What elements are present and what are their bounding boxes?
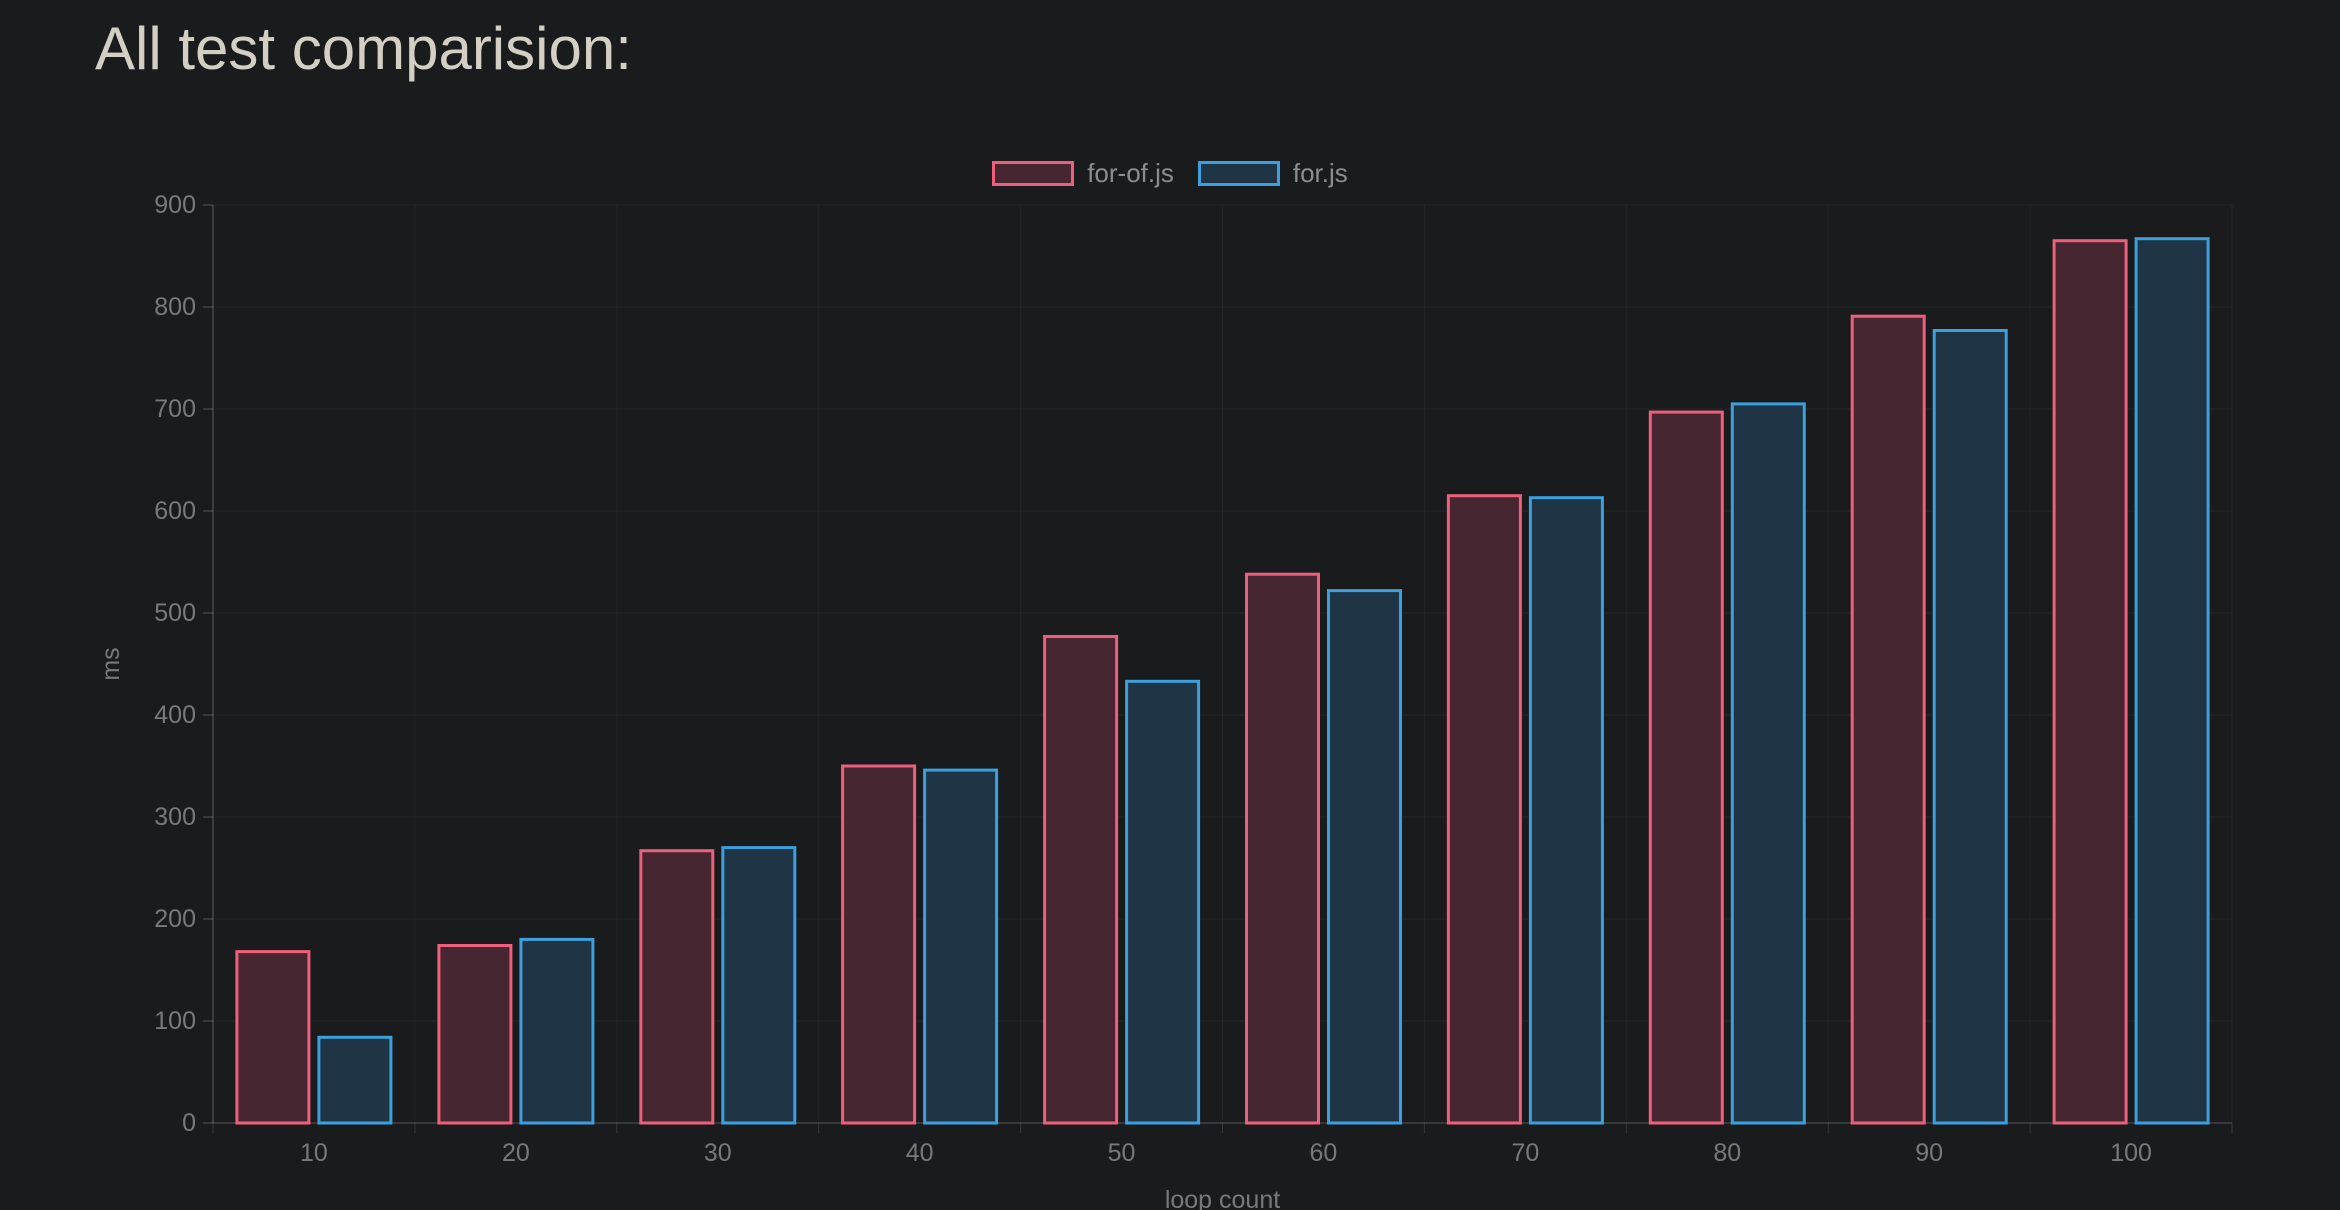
bar-for-of.js-80[interactable]	[1648, 410, 1724, 1125]
bar-for-of.js-90[interactable]	[1850, 314, 1926, 1125]
bar-for.js-60[interactable]	[1327, 589, 1402, 1125]
legend-item-for-js[interactable]: for.js	[1197, 158, 1348, 188]
x-tick-label: 40	[906, 1139, 934, 1167]
x-tick-label: 20	[502, 1139, 530, 1167]
y-tick-label: 900	[154, 191, 196, 219]
y-tick-label: 200	[154, 905, 196, 933]
bar-for-of.js-30[interactable]	[639, 849, 715, 1125]
bar-for.js-40[interactable]	[923, 768, 999, 1125]
y-tick-label: 500	[154, 599, 196, 627]
x-tick-label: 10	[300, 1139, 328, 1167]
legend-item-for-of-js[interactable]: for-of.js	[992, 160, 1174, 186]
bar-for-of.js-40[interactable]	[841, 764, 917, 1125]
bar-for-of.js-50[interactable]	[1043, 635, 1119, 1125]
y-tick-label: 300	[154, 803, 196, 831]
x-axis-title: loop count	[1165, 1186, 1280, 1210]
y-tick-label: 800	[154, 293, 196, 321]
bar-for-of.js-20[interactable]	[437, 944, 513, 1125]
bar-for-of.js-10[interactable]	[235, 950, 311, 1125]
bar-for.js-90[interactable]	[1932, 329, 2008, 1125]
x-tick-label: 100	[2110, 1139, 2152, 1167]
page-title: All test comparision:	[95, 15, 632, 82]
x-tick-label: 50	[1108, 1139, 1136, 1167]
bar-for-of.js-70[interactable]	[1446, 494, 1522, 1125]
legend-swatch-blue-icon	[1197, 160, 1280, 186]
x-tick-label: 70	[1511, 1139, 1539, 1167]
legend-label-for-js: for.js	[1292, 158, 1348, 188]
bar-for.js-30[interactable]	[721, 846, 797, 1125]
chart-legend: for-of.js for.js	[0, 160, 2340, 186]
x-tick-label: 60	[1310, 1139, 1338, 1167]
legend-label-for-of-js: for-of.js	[1087, 158, 1174, 188]
bar-for.js-100[interactable]	[2134, 237, 2210, 1125]
bar-for-of.js-100[interactable]	[2052, 239, 2128, 1125]
y-tick-label: 400	[154, 701, 196, 729]
legend-swatch-red-icon	[992, 160, 1075, 186]
y-tick-label: 100	[154, 1007, 196, 1035]
y-tick-label: 700	[154, 395, 196, 423]
y-tick-label: 0	[182, 1109, 196, 1137]
bar-for-of.js-60[interactable]	[1245, 572, 1320, 1125]
x-tick-label: 90	[1915, 1139, 1943, 1167]
bar-for.js-70[interactable]	[1528, 496, 1604, 1125]
bar-for.js-80[interactable]	[1730, 402, 1806, 1125]
y-axis-title: ms	[97, 647, 125, 680]
x-tick-label: 30	[704, 1139, 732, 1167]
bar-for.js-50[interactable]	[1125, 679, 1201, 1125]
bar-for.js-10[interactable]	[317, 1035, 393, 1125]
bar-for.js-20[interactable]	[519, 937, 595, 1125]
x-tick-label: 80	[1713, 1139, 1741, 1167]
y-tick-label: 600	[154, 497, 196, 525]
